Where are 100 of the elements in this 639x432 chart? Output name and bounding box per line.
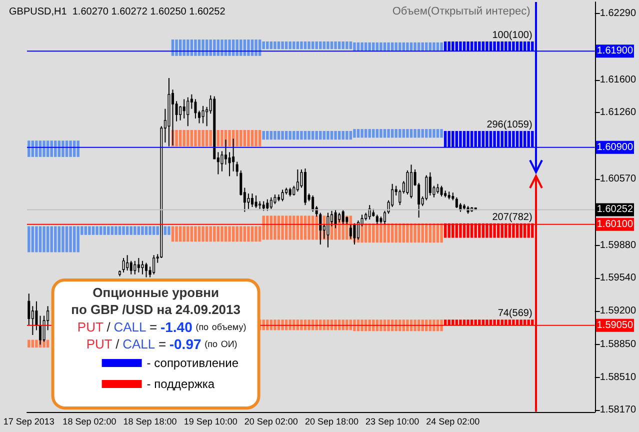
bar <box>182 226 186 242</box>
candlestick <box>236 161 238 177</box>
bar <box>300 41 303 50</box>
bar <box>266 41 269 50</box>
bar <box>406 42 409 52</box>
bar <box>92 226 95 235</box>
bar <box>319 320 322 330</box>
bar <box>205 226 208 242</box>
bar <box>110 226 114 235</box>
bar <box>319 41 322 50</box>
bar <box>114 226 118 235</box>
bar <box>390 129 394 138</box>
bar <box>353 320 356 332</box>
bar <box>254 226 258 242</box>
candlestick <box>425 174 428 201</box>
ref-line-label: 1.59050 <box>596 320 634 331</box>
bar <box>141 226 144 235</box>
candlestick <box>28 293 30 326</box>
bar <box>346 130 348 140</box>
candlestick <box>262 200 265 212</box>
bar <box>28 340 30 348</box>
candlestick <box>270 196 272 210</box>
bar <box>247 226 250 242</box>
bar <box>402 129 406 138</box>
bar <box>360 320 364 332</box>
bar <box>414 320 416 332</box>
bar <box>42 140 46 157</box>
bar <box>224 226 228 242</box>
candlestick <box>247 193 250 210</box>
candlestick <box>292 185 296 196</box>
y-tick-label: 1.59880 <box>600 240 636 251</box>
bar <box>62 226 64 252</box>
bar <box>144 226 148 235</box>
bar <box>69 226 72 252</box>
y-tick-label: 1.59200 <box>600 305 636 316</box>
y-tick-label: 1.60570 <box>600 174 636 185</box>
y-tick-label: 1.62290 <box>600 8 636 20</box>
bar <box>171 226 174 242</box>
bar <box>88 226 91 235</box>
bar <box>383 129 386 138</box>
bar <box>308 320 310 330</box>
bar <box>315 130 318 140</box>
bar <box>387 223 390 243</box>
bar <box>31 226 34 252</box>
bar <box>236 226 238 242</box>
bar <box>292 320 296 330</box>
candlestick <box>137 258 140 273</box>
bar <box>342 320 344 330</box>
bar <box>194 130 197 146</box>
bar <box>103 226 106 235</box>
bar <box>296 130 300 140</box>
bar <box>300 216 303 240</box>
bar <box>250 226 254 242</box>
x-tick-label: 20 Sep 02:00 <box>244 416 298 426</box>
bar <box>284 130 288 140</box>
legend-label: - поддержка <box>146 377 215 391</box>
ref-line-label: 1.60100 <box>596 218 634 230</box>
candlestick <box>406 170 409 195</box>
bar <box>380 42 382 52</box>
y-tick-label: 1.61260 <box>600 107 636 118</box>
bar <box>311 130 314 140</box>
bar <box>266 320 269 330</box>
bar <box>288 320 292 330</box>
x-tick-label: 18 Sep 18:00 <box>123 416 177 426</box>
bar <box>72 226 76 252</box>
bar <box>346 320 348 330</box>
y-tick-label: 1.61600 <box>600 74 636 86</box>
legend-label: - сопротивление <box>146 356 239 370</box>
bar <box>65 226 68 252</box>
bar <box>394 129 398 138</box>
bar <box>186 40 190 56</box>
bar <box>380 223 382 243</box>
bar <box>398 42 402 52</box>
bar <box>262 320 265 330</box>
bar <box>394 223 398 243</box>
candlestick <box>122 258 125 273</box>
bar <box>440 129 443 138</box>
bar <box>315 320 318 330</box>
bar <box>164 226 167 235</box>
bar <box>240 130 242 146</box>
bar <box>360 42 364 52</box>
bar <box>353 129 356 138</box>
y-tick-label: 1.58510 <box>600 372 636 383</box>
bar <box>326 41 330 50</box>
bar <box>300 320 303 330</box>
bar <box>425 42 428 52</box>
ref-line-label: 1.60252 <box>596 204 634 216</box>
bar <box>360 129 364 138</box>
bar <box>414 223 416 243</box>
bar <box>216 130 220 146</box>
bar <box>42 226 46 252</box>
bar <box>425 129 428 138</box>
candlestick <box>186 96 190 127</box>
candlestick <box>202 105 204 124</box>
x-tick-label: 20 Sep 18:00 <box>304 416 359 426</box>
bar <box>148 226 152 235</box>
bar <box>421 42 424 52</box>
bar <box>326 320 330 330</box>
candlestick <box>254 194 258 208</box>
bar <box>243 130 246 146</box>
